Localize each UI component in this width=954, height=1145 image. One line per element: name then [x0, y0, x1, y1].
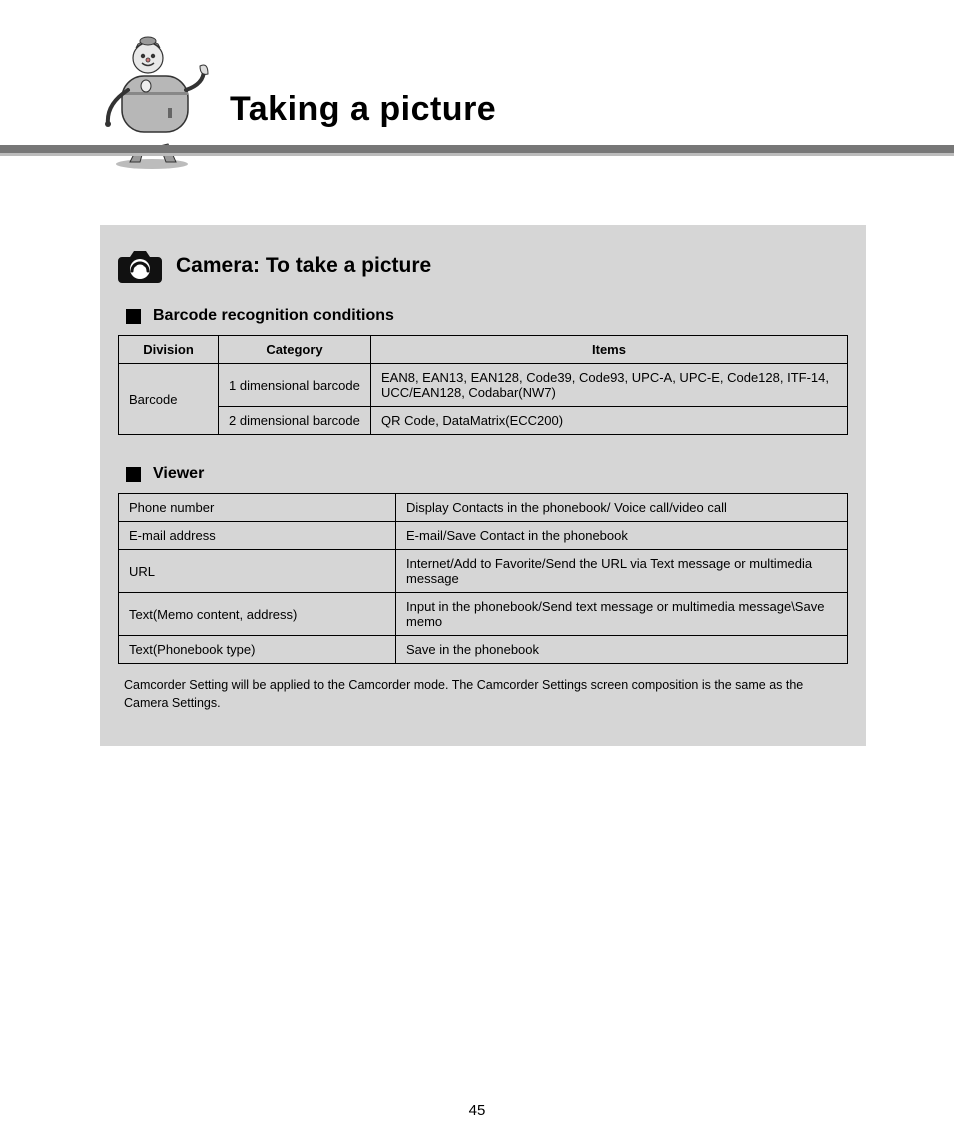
section-2-heading-row: Viewer — [126, 465, 848, 483]
manual-page: Taking a picture Camera: To take a pictu… — [0, 0, 954, 1145]
section-2-label: Viewer — [153, 465, 204, 483]
page-title: Taking a picture — [230, 90, 496, 129]
cell-items: QR Code, DataMatrix(ECC200) — [371, 407, 848, 435]
table-row: Barcode 1 dimensional barcode EAN8, EAN1… — [119, 364, 848, 407]
panel-heading-row: Camera: To take a picture — [118, 247, 848, 285]
table-row: Text(Memo content, address) Input in the… — [119, 593, 848, 636]
cell-left: Text(Memo content, address) — [119, 593, 396, 636]
table-row: E-mail address E-mail/Save Contact in th… — [119, 522, 848, 550]
cell-right: Save in the phonebook — [396, 636, 848, 664]
header-rule — [0, 145, 954, 156]
cell-right: Display Contacts in the phonebook/ Voice… — [396, 494, 848, 522]
th-division: Division — [119, 336, 219, 364]
cell-left: URL — [119, 550, 396, 593]
th-items: Items — [371, 336, 848, 364]
viewer-table: Phone number Display Contacts in the pho… — [118, 493, 848, 664]
table-row: Phone number Display Contacts in the pho… — [119, 494, 848, 522]
bullet-square-icon — [126, 309, 141, 324]
cell-left: Text(Phonebook type) — [119, 636, 396, 664]
section-1-heading-row: Barcode recognition conditions — [126, 307, 848, 325]
panel-heading: Camera: To take a picture — [176, 254, 431, 278]
th-category: Category — [219, 336, 371, 364]
cell-division: Barcode — [119, 364, 219, 435]
table-row: URL Internet/Add to Favorite/Send the UR… — [119, 550, 848, 593]
cell-category: 2 dimensional barcode — [219, 407, 371, 435]
camera-icon — [118, 247, 162, 285]
section-1-label: Barcode recognition conditions — [153, 307, 394, 325]
cell-items: EAN8, EAN13, EAN128, Code39, Code93, UPC… — [371, 364, 848, 407]
cell-right: Internet/Add to Favorite/Send the URL vi… — [396, 550, 848, 593]
cell-category: 1 dimensional barcode — [219, 364, 371, 407]
cell-right: E-mail/Save Contact in the phonebook — [396, 522, 848, 550]
barcode-conditions-table: Division Category Items Barcode 1 dimens… — [118, 335, 848, 435]
cell-right: Input in the phonebook/Send text message… — [396, 593, 848, 636]
table-header-row: Division Category Items — [119, 336, 848, 364]
content-panel: Camera: To take a picture Barcode recogn… — [100, 225, 866, 746]
table-row: Text(Phonebook type) Save in the phonebo… — [119, 636, 848, 664]
bullet-square-icon — [126, 467, 141, 482]
cell-left: Phone number — [119, 494, 396, 522]
page-number: 45 — [469, 1102, 486, 1119]
cell-left: E-mail address — [119, 522, 396, 550]
panel-footnote: Camcorder Setting will be applied to the… — [124, 676, 842, 712]
table-row: 2 dimensional barcode QR Code, DataMatri… — [119, 407, 848, 435]
